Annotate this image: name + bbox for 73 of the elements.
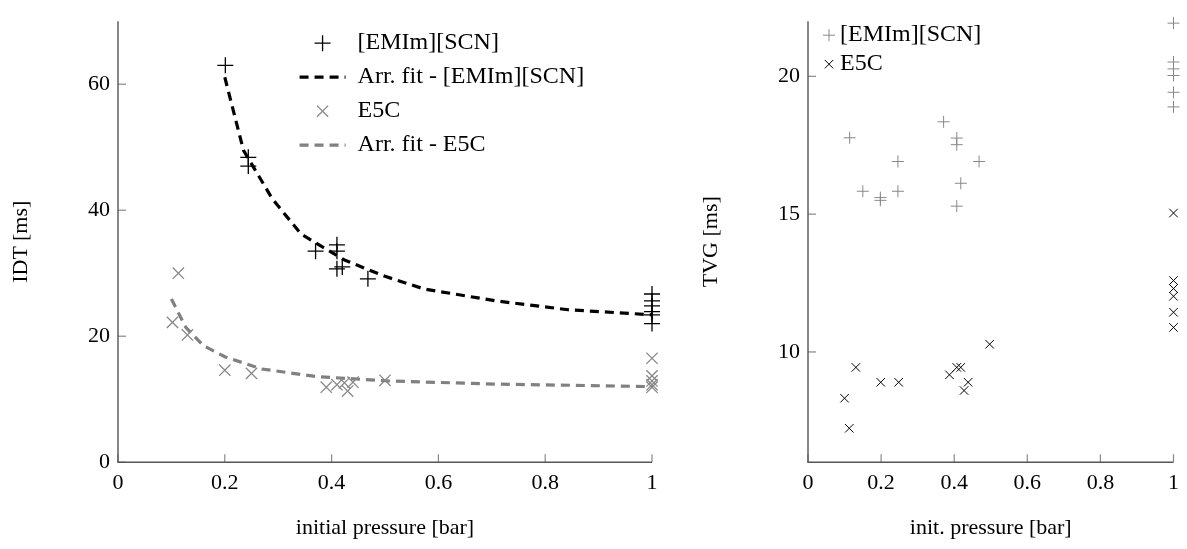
point	[950, 138, 964, 152]
point	[306, 242, 325, 260]
point	[328, 242, 346, 260]
y-tick-label: 20	[88, 321, 110, 347]
y-axis-title: IDT [ms]	[6, 200, 32, 283]
point	[891, 184, 905, 198]
point	[319, 380, 333, 394]
point	[1167, 100, 1180, 114]
point	[952, 362, 962, 373]
legend-label: E5C	[357, 96, 401, 123]
y-tick-label: 15	[778, 199, 800, 225]
point	[844, 423, 855, 434]
x-axis-title: initial pressure [bar]	[295, 513, 475, 539]
point	[1168, 322, 1179, 333]
point	[851, 362, 861, 373]
x-tick-label: 0.6	[424, 469, 453, 495]
point	[959, 385, 969, 396]
x-tick-label: 1	[646, 469, 658, 495]
point	[963, 377, 973, 388]
point	[346, 375, 360, 389]
point	[843, 131, 857, 145]
point	[839, 393, 850, 403]
point	[1168, 208, 1179, 218]
point	[856, 184, 870, 198]
point	[378, 373, 392, 387]
point	[937, 115, 951, 129]
legend-label: [EMIm][SCN]	[357, 28, 499, 55]
point	[333, 258, 351, 276]
y-tick-label: 10	[778, 337, 800, 363]
x-tick-label: 0.2	[211, 469, 239, 495]
point	[1168, 307, 1179, 317]
point	[181, 328, 194, 342]
y-tick-label: 0	[99, 447, 110, 473]
point	[643, 314, 661, 333]
y-tick-label: 60	[88, 69, 110, 95]
point	[954, 176, 968, 190]
x-tick-label: 1	[1168, 469, 1179, 495]
point	[218, 363, 232, 377]
point	[893, 377, 904, 388]
x-tick-label: 0.4	[940, 469, 968, 495]
point	[891, 154, 905, 168]
point	[245, 367, 258, 380]
legend-label: Arr. fit - [EMIm][SCN]	[357, 62, 585, 89]
point	[972, 154, 986, 168]
point	[166, 316, 179, 329]
point	[984, 339, 995, 349]
point	[172, 266, 185, 280]
x-tick-label: 0.8	[531, 469, 559, 495]
x-tick-label: 0.8	[1086, 469, 1115, 495]
point	[330, 378, 344, 392]
point	[239, 157, 257, 175]
point	[950, 199, 964, 213]
x-axis-title: init. pressure [bar]	[909, 513, 1072, 539]
legend-label: E5C	[840, 49, 883, 76]
y-axis-title: TVG [ms]	[696, 196, 722, 288]
point	[956, 362, 966, 373]
point	[944, 370, 955, 380]
x-tick-label: 0.6	[1013, 469, 1042, 495]
point	[341, 384, 354, 398]
point	[1167, 85, 1180, 99]
y-tick-label: 40	[88, 195, 110, 221]
point	[216, 56, 234, 74]
point	[338, 376, 351, 390]
legend-label: Arr. fit - E5C	[357, 130, 486, 157]
point	[875, 377, 886, 388]
x-tick-label: 0.2	[867, 469, 895, 495]
y-tick-label: 20	[778, 62, 800, 88]
point	[1167, 16, 1180, 30]
x-tick-label: 0.4	[317, 469, 346, 495]
point	[328, 260, 346, 278]
point	[359, 270, 377, 288]
point	[645, 351, 659, 365]
legend-label: [EMIm][SCN]	[840, 20, 982, 47]
